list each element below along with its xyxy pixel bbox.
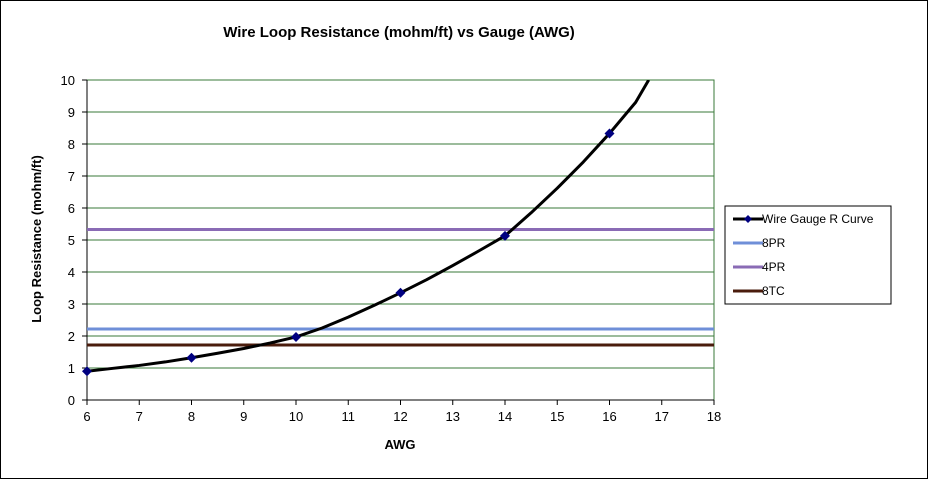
x-tick-label-17: 17 (655, 409, 669, 424)
data-point-awg-8 (186, 352, 197, 363)
x-tick-label-10: 10 (289, 409, 303, 424)
data-point-awg-10 (291, 331, 301, 342)
y-tick-label-1: 1 (68, 361, 75, 376)
data-point-awg-16 (604, 128, 615, 139)
legend: Wire Gauge R Curve 8PR 4PR 8TC (724, 205, 892, 305)
series-line-wire-gauge-r-curve (87, 80, 650, 373)
x-tick-label-9: 9 (240, 409, 247, 424)
legend-marker-wire-gauge-r-curve (744, 215, 752, 223)
y-tick-label-5: 5 (68, 233, 75, 248)
legend-label-8tc: 8TC (762, 284, 785, 298)
x-tick-label-6: 6 (83, 409, 90, 424)
chart-title: Wire Loop Resistance (mohm/ft) vs Gauge … (223, 24, 575, 41)
y-tick-label-2: 2 (68, 329, 75, 344)
y-tick-label-10: 10 (61, 73, 75, 88)
x-tick-label-16: 16 (602, 409, 616, 424)
legend-label-4pr: 4PR (762, 260, 786, 274)
x-tick-label-7: 7 (136, 409, 143, 424)
legend-label-8pr: 8PR (762, 236, 786, 250)
y-axis-label: Loop Resistance (mohm/ft) (29, 155, 44, 323)
y-tick-label-6: 6 (68, 201, 75, 216)
x-tick-label-15: 15 (550, 409, 564, 424)
x-tick-label-8: 8 (188, 409, 195, 424)
y-tick-label-0: 0 (68, 393, 75, 408)
y-tick-label-3: 3 (68, 297, 75, 312)
x-axis-label: AWG (384, 437, 415, 452)
legend-box (724, 205, 892, 305)
x-tick-label-13: 13 (446, 409, 460, 424)
x-tick-label-11: 11 (342, 409, 356, 424)
data-point-awg-12 (395, 287, 406, 298)
x-tick-label-18: 18 (707, 409, 721, 424)
y-tick-label-8: 8 (68, 137, 75, 152)
y-tick-label-4: 4 (68, 265, 75, 280)
y-tick-label-9: 9 (68, 105, 75, 120)
legend-label-wire-gauge-r-curve: Wire Gauge R Curve (762, 212, 874, 226)
data-point-awg-6 (82, 366, 92, 377)
x-tick-label-12: 12 (393, 409, 407, 424)
y-tick-label-7: 7 (68, 169, 75, 184)
data-point-awg-14 (500, 230, 510, 241)
x-tick-label-14: 14 (498, 409, 512, 424)
